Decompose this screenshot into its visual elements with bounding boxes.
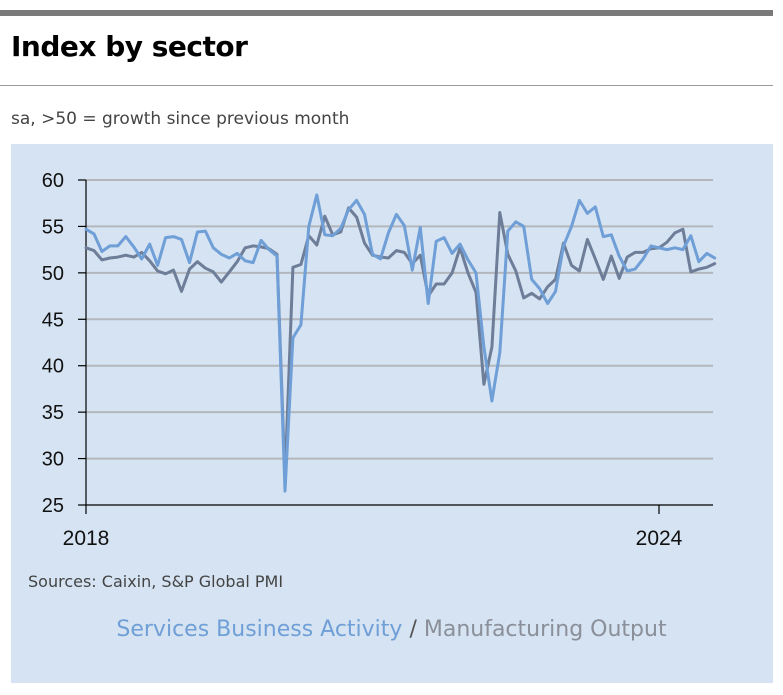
y-tick-label-45: 45 [42, 309, 64, 331]
y-tick-label-50: 50 [42, 263, 64, 285]
axes [78, 179, 713, 514]
title-divider [0, 85, 773, 86]
chart-subtitle: sa, >50 = growth since previous month [11, 109, 350, 129]
x-tick-label-2018: 2018 [63, 527, 110, 550]
y-tick-label-40: 40 [42, 356, 64, 378]
legend-services: Services Business Activity [116, 617, 403, 642]
y-tick-label-30: 30 [42, 449, 64, 471]
y-tick-label-60: 60 [42, 170, 64, 192]
chart-panel [11, 144, 773, 683]
series-lines [84, 193, 717, 493]
legend-manufacturing: Manufacturing Output [423, 617, 667, 642]
series-line-manufacturing [84, 206, 717, 481]
gridlines [86, 179, 713, 460]
chart-title: Index by sector [11, 30, 248, 63]
tick-labels: 25 30 35 40 45 50 55 60 2018 2024 [42, 170, 683, 550]
y-tick-label-35: 35 [42, 402, 64, 424]
x-tick-label-2024: 2024 [636, 527, 683, 550]
source-note: Sources: Caixin, S&P Global PMI [28, 572, 284, 591]
y-tick-label-55: 55 [42, 216, 64, 238]
series-line-services [84, 193, 717, 493]
legend-separator: / [409, 617, 417, 642]
top-rule [0, 10, 773, 16]
legend: Services Business Activity / Manufacturi… [0, 617, 783, 642]
y-tick-label-25: 25 [42, 495, 64, 517]
